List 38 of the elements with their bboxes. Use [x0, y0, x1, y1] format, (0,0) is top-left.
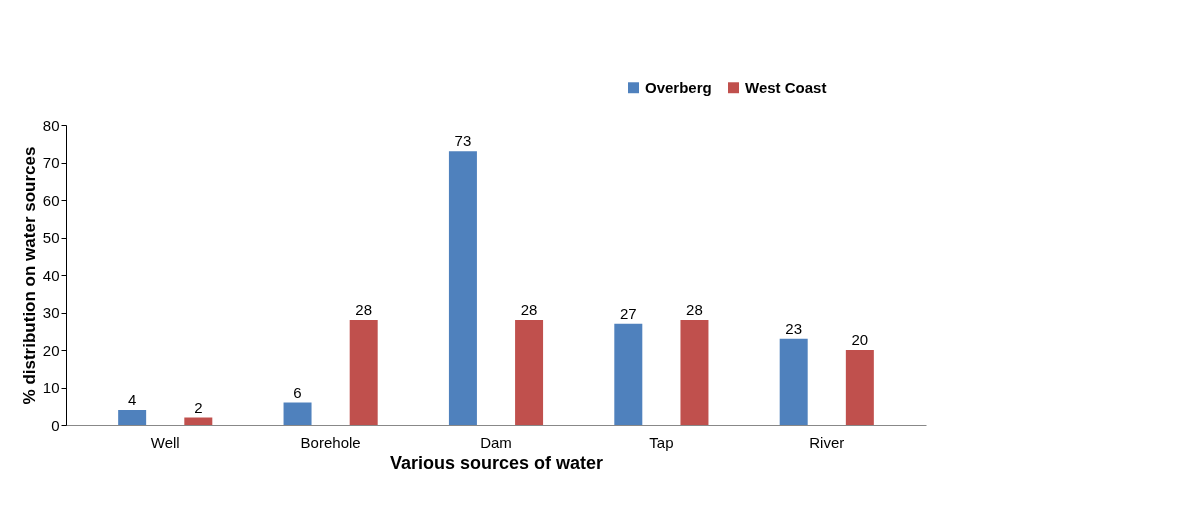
y-tick-label: 40 — [42, 266, 60, 284]
bar — [349, 320, 378, 425]
y-tick-label: 30 — [42, 304, 60, 321]
y-tick-label: 80 — [42, 116, 60, 134]
data-label: 28 — [355, 301, 373, 318]
y-tick-label: 20 — [42, 341, 60, 359]
bar — [779, 338, 808, 425]
data-label: 2 — [194, 398, 203, 416]
x-axis-title: Various sources of water — [389, 452, 604, 473]
y-tick-label: 0 — [51, 416, 60, 434]
y-tick-label: 70 — [42, 154, 60, 171]
x-tick-label: River — [809, 433, 845, 451]
x-tick-label: Well — [150, 433, 180, 451]
bar — [614, 323, 643, 425]
y-tick-label: 60 — [42, 191, 60, 209]
data-label: 27 — [619, 304, 637, 322]
y-tick-label: 50 — [42, 229, 60, 246]
data-label: 73 — [454, 132, 472, 150]
legend-label: West Coast — [745, 78, 827, 96]
x-tick-label: Tap — [649, 433, 674, 451]
y-axis-title: % distribution on water sources — [19, 146, 39, 405]
x-tick-label: Dam — [480, 433, 512, 451]
data-label: 28 — [686, 301, 703, 318]
data-label: 20 — [851, 331, 869, 348]
data-label: 28 — [520, 301, 538, 318]
data-label: 6 — [293, 383, 302, 401]
legend-label: Overberg — [645, 78, 712, 96]
data-label: 4 — [127, 391, 137, 408]
data-label: 23 — [785, 319, 803, 337]
x-tick-label: Borehole — [300, 433, 361, 451]
bar — [283, 402, 312, 425]
bar — [680, 320, 709, 425]
bar — [515, 320, 544, 425]
bar — [845, 350, 874, 425]
bar — [184, 417, 213, 425]
bar — [118, 410, 147, 425]
bar — [448, 151, 477, 425]
y-tick-label: 10 — [42, 379, 60, 396]
